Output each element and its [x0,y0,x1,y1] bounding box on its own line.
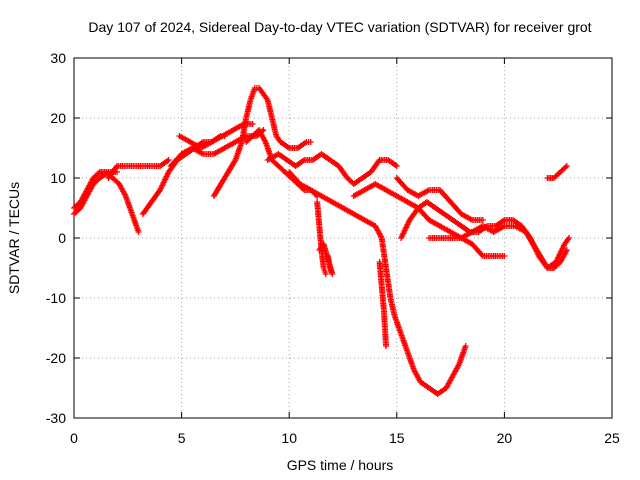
y-tick-label: 20 [50,110,66,126]
x-tick-label: 0 [70,430,78,446]
data-point [562,164,569,171]
data-point [95,170,102,177]
data-point [249,121,256,127]
series-sat-d [139,133,228,217]
series-sat-q [426,235,508,259]
series-sat-l [316,241,336,277]
data-point [393,163,400,169]
x-tick-label: 20 [497,430,513,446]
series-sat-o [393,175,486,223]
data-marks [71,85,572,397]
series-sat-r [544,163,570,181]
series-sat-b [71,169,121,217]
data-point [479,217,486,223]
y-tick-label: -20 [46,350,66,366]
series-sat-m [376,259,390,349]
gridlines [74,58,612,418]
series-sat-i [264,151,400,187]
series-sat-j [286,169,469,397]
data-point [383,343,390,349]
data-point [113,164,120,171]
data-point [462,343,469,349]
data-point [135,229,142,235]
y-tick-label: 30 [50,50,66,66]
y-tick-label: 10 [50,170,66,186]
x-tick-label: 25 [604,430,620,446]
series-sat-e [167,127,267,169]
data-point [563,163,570,169]
series-sat-g [210,85,314,199]
y-tick-label: -10 [46,290,66,306]
series-sat-c [105,157,172,181]
data-point [478,251,485,258]
data-point [316,247,323,253]
data-point [165,157,172,163]
data-point [565,235,572,241]
y-tick-label: -30 [46,410,66,426]
x-tick-label: 10 [281,430,297,446]
y-axis-label: SDTVAR / TECUs [6,182,22,294]
y-tick-label: 0 [58,230,66,246]
axis-ticks: 0 5 10 15 20 25 -30 -20 -10 0 10 20 30 [46,50,620,446]
data-point [501,253,508,259]
data-point [322,271,329,277]
series-sat-p [398,199,572,271]
data-point [375,158,382,165]
x-tick-label: 5 [178,430,186,446]
x-tick-label: 15 [389,430,405,446]
data-point [307,139,314,145]
x-axis-label: GPS time / hours [287,457,394,473]
chart-title: Day 107 of 2024, Sidereal Day-to-day VTE… [88,19,591,35]
data-point [563,247,570,253]
